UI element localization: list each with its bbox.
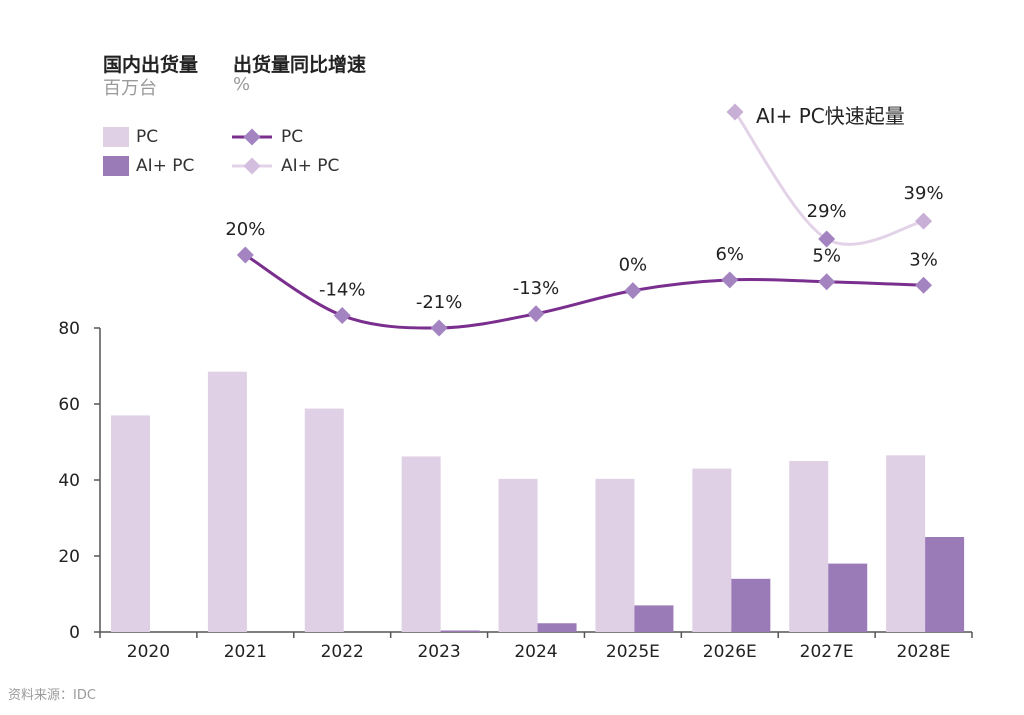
data-label-pc: 5% — [812, 246, 841, 267]
bar-pc — [304, 408, 344, 632]
x-tick-label: 2021 — [224, 642, 267, 662]
bar-pc — [207, 371, 247, 632]
x-tick-label: 2020 — [127, 642, 170, 662]
legend-lines — [232, 128, 272, 175]
x-tick-label: 2022 — [321, 642, 364, 662]
right-axis-title: 出货量同比增速 — [233, 54, 367, 76]
left-axis-title: 国内出货量 — [103, 54, 199, 76]
point-pc — [721, 271, 739, 289]
bar-pc — [401, 456, 441, 632]
left-axis-unit: 百万台 — [103, 78, 157, 99]
legend-pc-line-label: PC — [281, 127, 304, 147]
point-ai-pc — [818, 230, 836, 248]
data-label-ai-pc: 29% — [807, 201, 847, 222]
y-tick-label: 60 — [58, 395, 80, 415]
y-tick-label: 40 — [58, 471, 80, 491]
bar-ai-pc — [440, 630, 480, 632]
x-tick-label: 2025E — [606, 642, 660, 662]
x-tick-label: 2028E — [897, 642, 951, 662]
bar-ai-pc — [731, 578, 771, 632]
data-label-pc: 3% — [909, 249, 938, 270]
legend-pc-line-marker — [243, 128, 261, 146]
legend-ai-pc-line-marker — [243, 157, 261, 175]
point-pc — [818, 273, 836, 291]
y-tick-label: 0 — [69, 623, 80, 643]
data-label-pc: -14% — [319, 280, 366, 301]
right-axis-unit: % — [233, 74, 251, 95]
data-label-pc: 0% — [619, 255, 648, 276]
legend-ai-pc-bar-swatch — [103, 156, 129, 176]
bar-pc — [111, 415, 150, 632]
point-pc — [430, 319, 448, 337]
legend-ai-pc-line-label: AI+ PC — [281, 156, 340, 176]
bar-ai-pc — [828, 563, 868, 632]
data-label-pc: 6% — [715, 244, 744, 265]
source-note: 资料来源：IDC — [8, 688, 96, 703]
bar-ai-pc — [925, 537, 965, 632]
x-tick-label: 2024 — [514, 642, 557, 662]
data-label-pc: -21% — [416, 292, 463, 313]
point-pc — [236, 246, 254, 264]
bar-pc — [886, 455, 926, 632]
ai-pc-annotation-marker — [726, 103, 744, 121]
point-pc — [333, 307, 351, 325]
data-label-pc: 20% — [225, 219, 265, 240]
bar-ai-pc — [537, 623, 577, 632]
bar-pc — [692, 468, 732, 632]
data-label-ai-pc: 39% — [904, 183, 944, 204]
point-pc — [624, 282, 642, 300]
x-tick-label: 2027E — [800, 642, 854, 662]
point-pc — [527, 305, 545, 323]
x-tick-label: 2026E — [703, 642, 757, 662]
x-tick-label: 2023 — [417, 642, 460, 662]
bar-pc — [595, 478, 635, 632]
legend-pc-bar-label: PC — [136, 127, 159, 147]
legend-pc-bar-swatch — [103, 127, 129, 147]
y-tick-label: 80 — [58, 319, 80, 339]
line-ai-pc — [733, 111, 924, 246]
legend-ai-pc-bar-label: AI+ PC — [136, 156, 195, 176]
bar-ai-pc — [634, 605, 674, 632]
data-label-pc: -13% — [513, 278, 560, 299]
ai-pc-annotation: AI+ PC快速起量 — [756, 104, 905, 128]
y-tick-label: 20 — [58, 547, 80, 567]
point-ai-pc — [915, 212, 933, 230]
bar-pc — [498, 478, 538, 632]
bar-pc — [789, 461, 829, 632]
point-pc — [915, 276, 933, 294]
